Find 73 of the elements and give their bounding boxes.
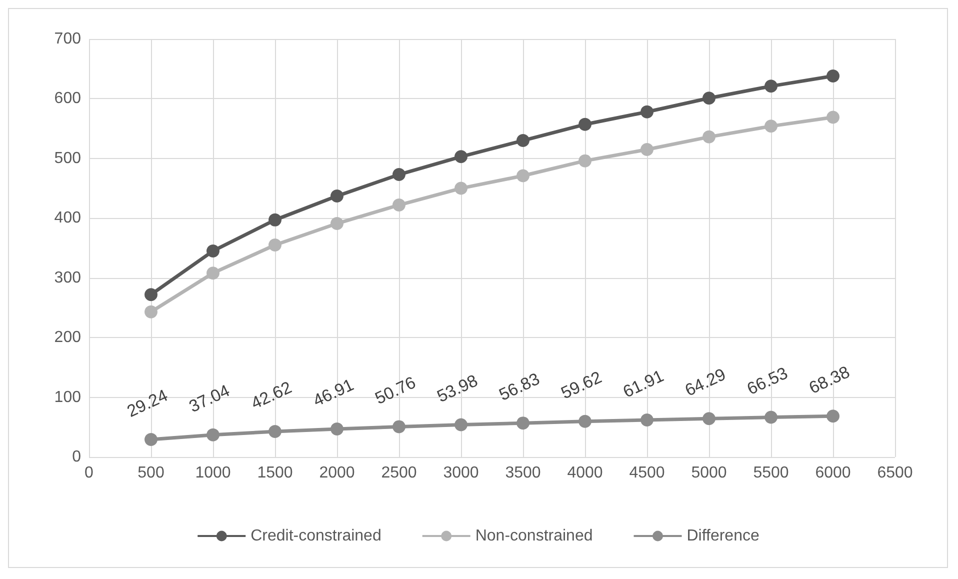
point — [764, 410, 778, 424]
x-tick-label: 6000 — [815, 464, 851, 482]
point — [826, 110, 840, 124]
point — [640, 105, 654, 118]
x-tick-label: 0 — [84, 464, 94, 482]
y-tick-label: 600 — [54, 90, 82, 108]
y-tick-label: 0 — [72, 448, 82, 466]
point — [206, 428, 220, 442]
point — [516, 169, 530, 182]
point — [330, 422, 344, 436]
point — [454, 150, 468, 164]
point — [764, 80, 778, 93]
x-tick-label: 500 — [138, 464, 164, 482]
data-label: 64.29 — [682, 364, 729, 400]
data-label: 53.98 — [434, 370, 481, 406]
point — [516, 134, 530, 148]
point — [330, 190, 344, 203]
data-label: 29.24 — [124, 386, 171, 421]
point — [144, 305, 158, 318]
x-tick-label: 3000 — [443, 464, 479, 482]
data-label: 61.91 — [620, 366, 667, 402]
x-tick-label: 6500 — [877, 464, 913, 482]
x-tick-label: 2000 — [319, 464, 355, 482]
point — [392, 168, 406, 182]
point — [268, 238, 282, 252]
data-label: 66.53 — [744, 363, 791, 399]
legend-label: Non-constrained — [475, 528, 593, 544]
point — [206, 244, 220, 258]
x-tick-label: 5500 — [753, 464, 789, 482]
data-label: 68.38 — [806, 362, 853, 398]
point — [764, 120, 778, 133]
point — [578, 154, 592, 168]
point — [516, 416, 530, 430]
point — [392, 198, 406, 212]
point — [702, 130, 716, 144]
y-tick-label: 500 — [54, 150, 82, 167]
y-tick-label: 100 — [54, 388, 82, 406]
point — [330, 217, 344, 230]
data-label: 46.91 — [310, 375, 357, 410]
data-label: 59.62 — [558, 368, 605, 403]
point — [578, 118, 592, 131]
data-label: 42.62 — [248, 378, 295, 413]
x-tick-label: 4500 — [629, 464, 665, 482]
data-label: 50.76 — [372, 372, 419, 408]
data-label: 37.04 — [186, 381, 233, 416]
y-tick-label: 400 — [54, 210, 82, 227]
y-tick-label: 200 — [54, 329, 82, 346]
y-tick-label: 300 — [54, 269, 82, 286]
point — [640, 414, 654, 427]
point — [702, 412, 716, 426]
point — [268, 213, 282, 226]
x-tick-label: 1500 — [257, 464, 293, 482]
point — [454, 418, 468, 432]
x-tick-label: 4000 — [567, 464, 603, 482]
point — [640, 142, 654, 156]
x-tick-label: 2500 — [381, 464, 417, 482]
point — [392, 420, 406, 434]
legend-label: Difference — [686, 528, 760, 544]
point — [578, 414, 592, 428]
x-tick-label: 1000 — [195, 464, 231, 482]
legend-label: Credit-constrained — [250, 528, 382, 544]
x-tick-label: 3500 — [505, 464, 541, 482]
point — [144, 433, 158, 446]
point — [826, 70, 840, 83]
point — [454, 182, 468, 195]
x-tick-label: 5000 — [691, 464, 727, 482]
point — [702, 92, 716, 105]
data-label: 56.83 — [496, 369, 543, 404]
point — [144, 288, 158, 302]
y-tick-label: 700 — [54, 30, 82, 48]
point — [826, 410, 840, 423]
point — [206, 266, 220, 280]
point — [268, 425, 282, 438]
